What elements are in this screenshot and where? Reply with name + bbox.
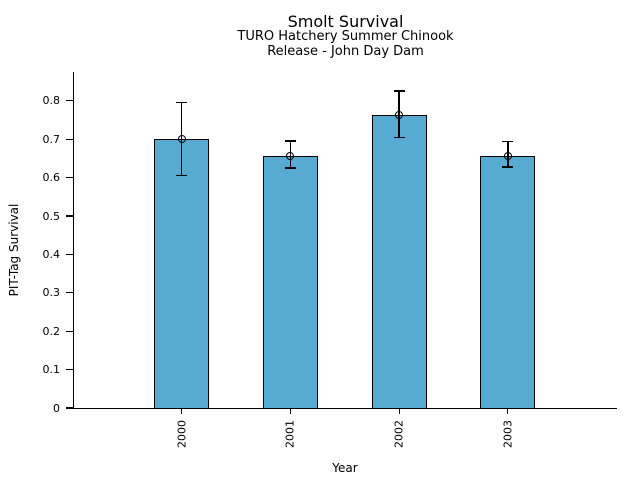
error-bar-cap-bottom-2001 bbox=[284, 167, 296, 169]
error-bar-cap-top-2002 bbox=[393, 90, 405, 92]
y-tick-label: 0.7 bbox=[42, 132, 61, 146]
y-tickmark bbox=[66, 138, 73, 140]
error-bar-cap-top-2000 bbox=[176, 101, 187, 104]
point-marker-2001 bbox=[286, 151, 295, 160]
x-axis-title: Year bbox=[332, 461, 358, 475]
y-tick-label: 0 bbox=[53, 401, 60, 415]
x-tick-label-2003: 2003 bbox=[501, 420, 515, 448]
point-marker-2000 bbox=[177, 135, 186, 144]
bar-2003 bbox=[480, 155, 536, 408]
point-marker-2002 bbox=[395, 110, 404, 119]
y-tickmark bbox=[66, 215, 73, 217]
x-tickmark bbox=[398, 408, 400, 414]
x-tickmark bbox=[289, 408, 291, 414]
y-tickmark bbox=[66, 407, 73, 409]
y-tickmark bbox=[66, 292, 73, 294]
y-tick-label: 0.6 bbox=[42, 171, 61, 185]
y-tick-label: 0.1 bbox=[42, 363, 61, 377]
y-tickmark bbox=[66, 100, 73, 102]
y-tickmark bbox=[66, 253, 73, 255]
chart-title: Smolt Survival bbox=[287, 12, 404, 31]
y-axis-title: PIT-Tag Survival bbox=[7, 203, 21, 297]
x-axis-spine bbox=[66, 407, 617, 409]
bar-2001 bbox=[262, 155, 318, 408]
point-marker-2003 bbox=[503, 151, 512, 160]
error-bar-cap-bottom-2002 bbox=[393, 136, 405, 139]
x-tickmark bbox=[507, 408, 509, 414]
error-bar-cap-bottom-2003 bbox=[502, 166, 514, 168]
y-tick-label: 0.3 bbox=[42, 286, 61, 300]
y-tick-label: 0.8 bbox=[42, 94, 61, 108]
x-tick-label-2001: 2001 bbox=[283, 420, 297, 448]
x-tick-label-2002: 2002 bbox=[392, 420, 406, 448]
y-tickmark bbox=[66, 177, 73, 179]
y-tick-label: 0.4 bbox=[42, 247, 61, 261]
chart-subtitle-line1: TURO Hatchery Summer Chinook bbox=[237, 29, 454, 44]
y-axis-spine bbox=[73, 72, 75, 410]
x-tickmark bbox=[180, 408, 183, 414]
bar-2000 bbox=[154, 139, 209, 408]
error-bar-cap-top-2003 bbox=[502, 140, 514, 143]
y-tickmark bbox=[66, 369, 73, 371]
y-tick-label: 0.5 bbox=[42, 209, 61, 223]
chart-subtitle-line2: Release - John Day Dam bbox=[267, 44, 424, 59]
bar-2002 bbox=[371, 114, 427, 408]
error-bar-cap-top-2001 bbox=[284, 140, 296, 142]
error-bar-cap-bottom-2000 bbox=[176, 174, 187, 177]
x-tick-label-2000: 2000 bbox=[175, 420, 188, 448]
y-tickmark bbox=[66, 330, 73, 332]
y-tick-label: 0.2 bbox=[42, 324, 61, 338]
